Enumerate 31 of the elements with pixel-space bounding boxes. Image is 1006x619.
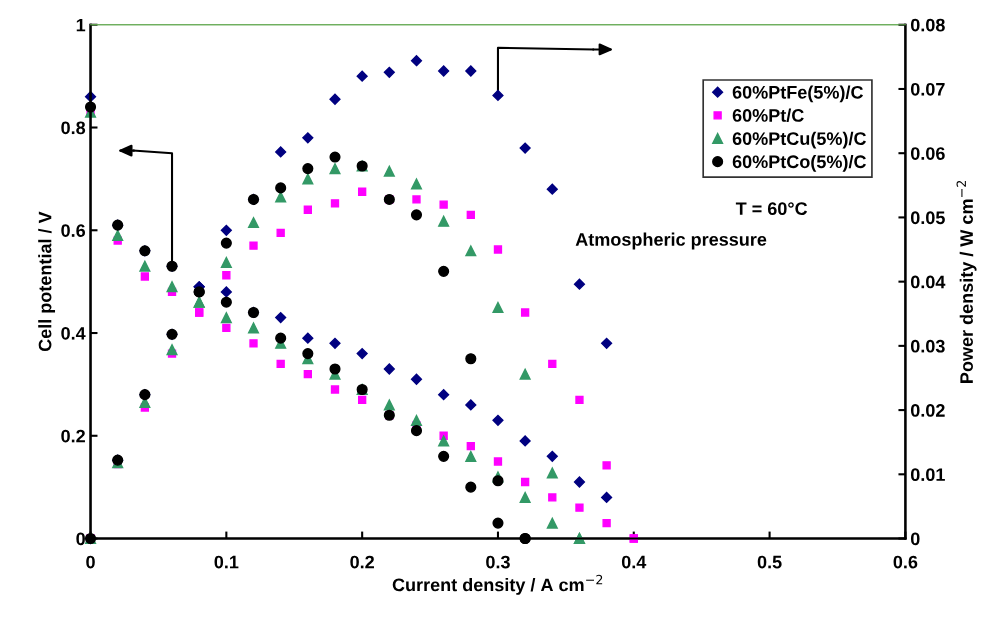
y-tick-label: 0.2 [61, 429, 85, 443]
y-tick-label: 0.8 [61, 121, 86, 135]
x-tick-label: 0.3 [486, 555, 510, 569]
legend-label: 60%Pt/C [732, 108, 804, 123]
y2-tick-label: 0.06 [910, 147, 945, 160]
x-axis-title: Current density / A cm$^{−2}$ [392, 574, 603, 595]
y2-tick-label: 0.07 [910, 82, 945, 96]
x-tick-label: 0.6 [893, 555, 918, 569]
legend-label: 60%PtFe(5%)/C [732, 85, 864, 103]
y2-tick-label: 0 [910, 532, 920, 546]
y2-tick-label: 0.03 [910, 339, 945, 353]
y2-axis-title: Power density / W cm$^{−2}$ [956, 180, 977, 383]
x-tick-label: 0.5 [757, 555, 782, 569]
y2-tick-label: 0.05 [910, 211, 945, 225]
annotation: Atmospheric pressure [575, 232, 767, 250]
y-tick-label: 1 [76, 18, 86, 32]
y-tick-label: 0 [76, 532, 85, 546]
y-tick-label: 0.6 [61, 224, 86, 237]
y2-tick-label: 0.08 [910, 18, 945, 32]
legend-label: 60%PtCu(5%)/C [732, 131, 867, 149]
y2-tick-label: 0.04 [910, 275, 946, 289]
annotation: T = 60°C [735, 202, 808, 216]
y2-tick-label: 0.02 [910, 404, 945, 417]
x-tick-label: 0.2 [350, 555, 374, 569]
x-tick-label: 0 [86, 555, 95, 569]
x-tick-label: 0.4 [621, 555, 647, 569]
y-axis-title: Cell potential / V [38, 211, 56, 352]
legend-label: 60%PtCo(5%)/C [732, 154, 867, 172]
y-tick-label: 0.4 [61, 326, 86, 340]
x-tick-label: 0.1 [214, 555, 239, 569]
y2-tick-label: 0.01 [910, 468, 945, 482]
